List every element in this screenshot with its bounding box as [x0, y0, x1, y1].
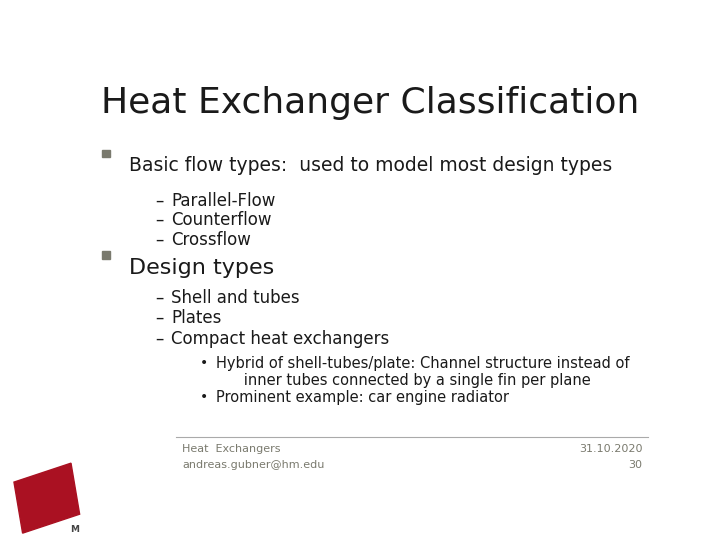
- Text: –: –: [156, 211, 163, 229]
- Text: –: –: [156, 329, 163, 348]
- Text: Parallel-Flow: Parallel-Flow: [171, 192, 275, 210]
- Polygon shape: [14, 463, 80, 533]
- Text: Compact heat exchangers: Compact heat exchangers: [171, 329, 389, 348]
- Text: •: •: [200, 356, 208, 370]
- Text: •: •: [200, 390, 208, 404]
- Text: –: –: [156, 231, 163, 249]
- Text: Counterflow: Counterflow: [171, 211, 271, 229]
- Text: M: M: [70, 525, 79, 534]
- Text: Crossflow: Crossflow: [171, 231, 251, 249]
- Text: Shell and tubes: Shell and tubes: [171, 288, 300, 307]
- Text: Prominent example: car engine radiator: Prominent example: car engine radiator: [215, 390, 508, 405]
- Text: Plates: Plates: [171, 309, 221, 327]
- FancyBboxPatch shape: [102, 150, 109, 157]
- Text: 31.10.2020: 31.10.2020: [579, 444, 642, 454]
- Text: 30: 30: [629, 460, 642, 470]
- Text: andreas.gubner@hm.edu: andreas.gubner@hm.edu: [182, 460, 325, 470]
- Text: –: –: [156, 309, 163, 327]
- Text: Hybrid of shell-tubes/plate: Channel structure instead of
      inner tubes conn: Hybrid of shell-tubes/plate: Channel str…: [215, 356, 629, 388]
- FancyBboxPatch shape: [102, 252, 109, 259]
- Text: Basic flow types:  used to model most design types: Basic flow types: used to model most des…: [129, 156, 612, 176]
- Text: –: –: [156, 288, 163, 307]
- Text: Heat  Exchangers: Heat Exchangers: [182, 444, 281, 454]
- Text: –: –: [156, 192, 163, 210]
- Text: Heat Exchanger Classification: Heat Exchanger Classification: [101, 85, 639, 119]
- Text: Design types: Design types: [129, 258, 274, 278]
